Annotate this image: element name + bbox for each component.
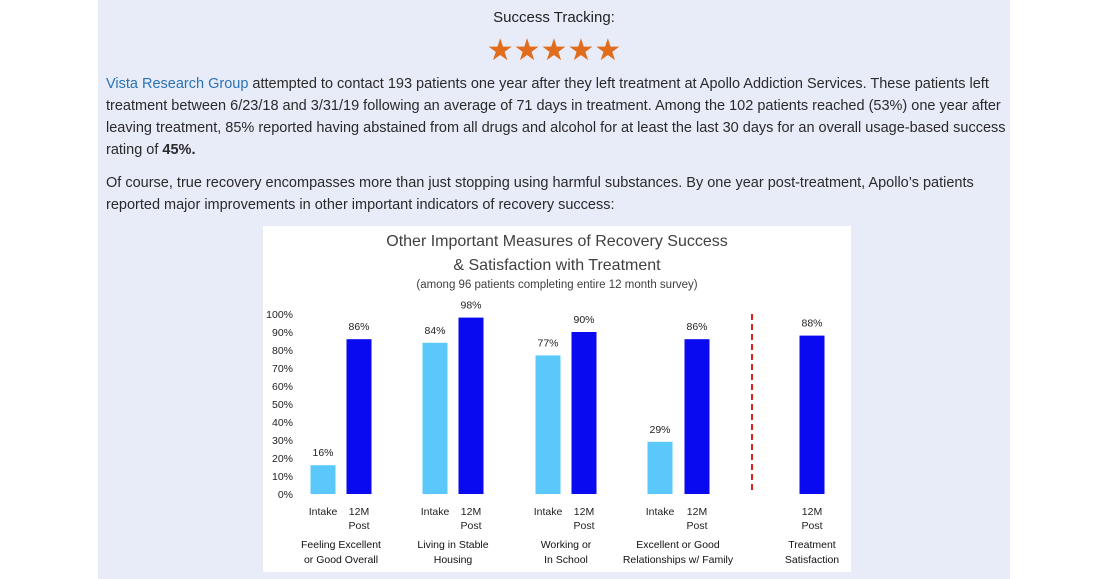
chart-bar (799, 335, 825, 494)
category-label: Working or (541, 539, 592, 551)
success-rating: 45%. (162, 142, 196, 158)
results-text: attempted to contact 193 patients one ye… (106, 76, 1006, 158)
bar-sub-label: Post (801, 520, 822, 532)
y-tick-label: 10% (272, 471, 293, 483)
bar-value-label: 90% (573, 314, 594, 326)
chart-bar (535, 355, 561, 494)
chart-title-line: Other Important Measures of Recovery Suc… (386, 233, 727, 250)
bar-chart: Other Important Measures of Recovery Suc… (266, 233, 839, 566)
chart-bar (346, 339, 372, 494)
y-tick-label: 100% (266, 309, 293, 321)
category-label: In School (544, 554, 588, 566)
bar-sub-label: Intake (421, 506, 450, 518)
bar-sub-label: Intake (309, 506, 338, 518)
y-tick-label: 70% (272, 363, 293, 375)
category-label: Relationships w/ Family (623, 554, 734, 566)
recovery-paragraph: Of course, true recovery encompasses mor… (106, 175, 974, 213)
category-label: or Good Overall (304, 554, 378, 566)
star-icon: ★ (540, 34, 568, 67)
category-label: Satisfaction (785, 554, 839, 566)
bar-sub-label: Post (460, 520, 481, 532)
bar-sub-label: 12M (461, 506, 481, 518)
bar-value-label: 98% (460, 300, 481, 312)
y-tick-label: 60% (272, 381, 293, 393)
star-icon: ★ (486, 34, 514, 67)
recovery-chart-image: Other Important Measures of Recovery Suc… (263, 226, 851, 572)
category-label: Housing (434, 554, 473, 566)
bar-sub-label: 12M (802, 506, 822, 518)
star-icon: ★ (567, 34, 595, 67)
bar-sub-label: Intake (534, 506, 563, 518)
bar-value-label: 86% (348, 321, 369, 333)
bar-sub-label: Intake (646, 506, 675, 518)
category-label: Excellent or Good (636, 539, 720, 551)
results-paragraph: Vista Research Group attempted to contac… (106, 73, 1006, 161)
bar-sub-label: 12M (574, 506, 594, 518)
star-icon: ★ (513, 34, 541, 67)
chart-subtitle: (among 96 patients completing entire 12 … (416, 279, 697, 291)
category-label: Feeling Excellent (301, 539, 381, 551)
y-tick-label: 90% (272, 327, 293, 339)
chart-title-line: & Satisfaction with Treatment (453, 257, 661, 274)
bar-sub-label: 12M (349, 506, 369, 518)
y-tick-label: 40% (272, 417, 293, 429)
rating-stars: ★★★★★ (98, 35, 1010, 67)
bar-sub-label: Post (686, 520, 707, 532)
chart-bar (571, 332, 597, 494)
bar-value-label: 86% (686, 321, 707, 333)
vista-research-link[interactable]: Vista Research Group (106, 76, 249, 92)
category-label: Treatment (788, 539, 836, 551)
bar-value-label: 29% (649, 424, 670, 436)
y-tick-label: 0% (278, 489, 293, 501)
bar-value-label: 16% (312, 447, 333, 459)
chart-bar (310, 465, 336, 494)
bar-sub-label: Post (348, 520, 369, 532)
chart-bar (422, 342, 448, 494)
bar-value-label: 88% (801, 318, 822, 330)
bar-value-label: 77% (537, 337, 558, 349)
chart-bar (458, 317, 484, 494)
bar-sub-label: 12M (687, 506, 707, 518)
star-icon: ★ (594, 34, 622, 67)
y-tick-label: 50% (272, 399, 293, 411)
y-tick-label: 30% (272, 435, 293, 447)
y-tick-label: 80% (272, 345, 293, 357)
chart-bar (647, 441, 673, 494)
bar-sub-label: Post (573, 520, 594, 532)
section-heading: Success Tracking: (493, 9, 615, 26)
category-label: Living in Stable (417, 539, 488, 551)
chart-bar (684, 339, 710, 494)
bar-value-label: 84% (424, 325, 445, 337)
y-tick-label: 20% (272, 453, 293, 465)
